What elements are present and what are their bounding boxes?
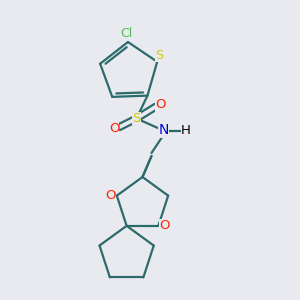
Text: O: O [106, 189, 116, 202]
Text: O: O [159, 219, 169, 232]
Text: N: N [158, 124, 169, 137]
Text: Cl: Cl [120, 27, 133, 40]
Text: H: H [181, 124, 191, 137]
Text: O: O [109, 122, 119, 136]
Text: S: S [155, 49, 163, 62]
Text: S: S [132, 112, 141, 125]
Text: O: O [155, 98, 166, 112]
